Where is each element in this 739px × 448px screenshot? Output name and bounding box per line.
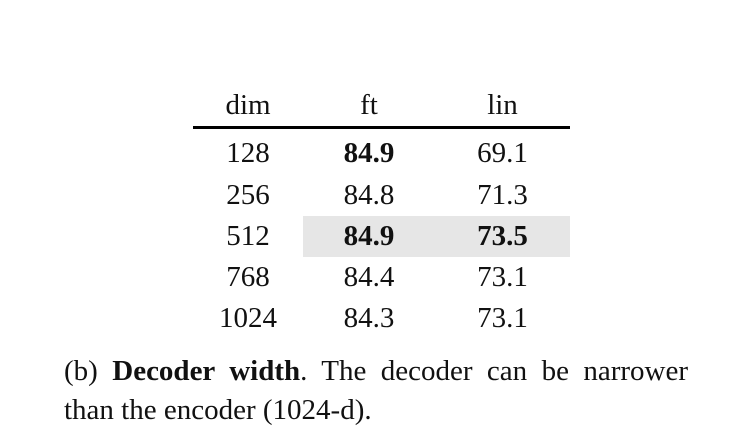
cell-lin: 69.1 bbox=[477, 136, 528, 169]
cell-dim: 128 bbox=[226, 136, 270, 169]
cell-lin: 73.5 bbox=[435, 216, 570, 257]
table-header-row: dim ft lin bbox=[193, 84, 570, 128]
header-lin: lin bbox=[487, 88, 518, 121]
decoder-width-table: dim ft lin 128 84.9 69.1 256 84.8 71.3 5… bbox=[193, 84, 570, 339]
results-table-container: dim ft lin 128 84.9 69.1 256 84.8 71.3 5… bbox=[193, 84, 570, 339]
table-row: 256 84.8 71.3 bbox=[193, 175, 570, 216]
caption-label: (b) bbox=[64, 355, 98, 387]
cell-lin: 71.3 bbox=[477, 179, 528, 211]
cell-lin: 73.1 bbox=[477, 302, 528, 334]
cell-lin: 73.1 bbox=[477, 261, 528, 293]
table-body: 128 84.9 69.1 256 84.8 71.3 512 84.9 73.… bbox=[193, 128, 570, 340]
cell-dim: 256 bbox=[226, 179, 270, 211]
caption-text: . The decoder can be narrower than the e… bbox=[64, 355, 689, 426]
table-row: 768 84.4 73.1 bbox=[193, 257, 570, 298]
cell-dim: 512 bbox=[226, 220, 270, 252]
caption-title: Decoder width bbox=[112, 355, 301, 387]
table-row: 1024 84.3 73.1 bbox=[193, 298, 570, 339]
cell-dim: 1024 bbox=[219, 302, 277, 334]
cell-ft: 84.3 bbox=[343, 302, 395, 334]
header-ft: ft bbox=[360, 88, 378, 121]
header-dim: dim bbox=[225, 88, 271, 121]
cell-ft: 84.9 bbox=[343, 136, 395, 169]
cell-ft: 84.8 bbox=[343, 179, 395, 211]
cell-ft: 84.9 bbox=[303, 216, 435, 257]
cell-dim: 768 bbox=[226, 261, 270, 293]
table-row: 512 84.9 73.5 bbox=[193, 216, 570, 257]
table-row: 128 84.9 69.1 bbox=[193, 128, 570, 176]
cell-ft: 84.4 bbox=[343, 261, 395, 293]
table-caption: (b) Decoder width. The decoder can be na… bbox=[64, 352, 688, 430]
